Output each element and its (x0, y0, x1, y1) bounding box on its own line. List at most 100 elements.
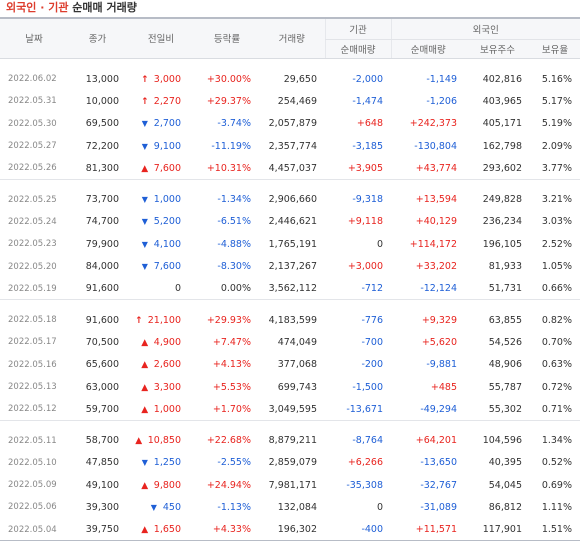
arrow-up-icon: ▲ (141, 525, 149, 536)
cell-inst-net: -712 (361, 283, 383, 295)
change-value: 450 (162, 501, 181, 513)
header-foreign-net: 순매매량 (390, 39, 465, 59)
change-value: 5,200 (153, 216, 181, 228)
cell-date: 2022.05.17 (8, 337, 57, 348)
cell-inst-net: +648 (356, 118, 383, 130)
cell-inst-net: -9,318 (352, 194, 383, 206)
table-row: 2022.06.02 13,000 ↑ 3,000 +30.00% 29,650 -2,0… (0, 68, 580, 90)
cell-foreign-holding: 196,105 (482, 238, 522, 250)
cell-close: 39,750 (68, 518, 127, 541)
cell-date: 2022.05.09 (8, 480, 57, 491)
cell-close: 65,600 (85, 359, 119, 371)
cell-inst-net: -35,308 (346, 479, 383, 491)
cell-foreign-net: -49,294 (420, 403, 457, 415)
cell-foreign-ratio: 0.72% (541, 381, 573, 393)
table-body: 2022.06.02 13,000 ↑ 3,000 +30.00% 29,650 -2,0… (0, 58, 580, 541)
header-inst-net: 순매매량 (324, 39, 391, 59)
cell-foreign-net: +242,373 (409, 118, 457, 130)
cell-close: 39,300 (85, 501, 119, 513)
cell-rate: -8.30% (217, 261, 251, 273)
cell-foreign-ratio: 5.19% (541, 118, 573, 130)
cell-change: 0 (127, 278, 195, 300)
table-row: 2022.05.18 91,600 ↑ 21,100 +29.93% 4,183,599… (0, 309, 580, 331)
table-row: 2022.05.20 84,000 ▼ 7,600 -8.30% 2,137,267 +3… (0, 255, 580, 277)
cell-foreign-net: +114,172 (409, 238, 457, 250)
change-value: 1,000 (153, 194, 181, 206)
cell-inst-net: +3,000 (347, 261, 383, 273)
cell-change: ▼ 4,100 (127, 233, 195, 255)
cell-volume: 3,049,595 (268, 403, 317, 415)
header-volume: 거래량 (259, 17, 325, 59)
cell-rate: -4.88% (217, 238, 251, 250)
cell-foreign-ratio: 1.51% (530, 518, 580, 541)
cell-rate: -6.51% (217, 216, 251, 228)
cell-change: ▲ 1,000 (127, 398, 195, 420)
cell-volume: 7,981,171 (268, 479, 317, 491)
title-investors: 외국인 · 기관 (6, 1, 69, 14)
table-row: 2022.05.24 74,700 ▼ 5,200 -6.51% 2,446,621 +9… (0, 211, 580, 233)
header-institution: 기관 (324, 17, 391, 40)
cell-foreign-ratio: 1.11% (541, 501, 573, 513)
cell-change: ▼ 450 (127, 496, 195, 518)
arrow-down-icon: ▼ (141, 239, 148, 249)
cell-date: 2022.05.23 (8, 239, 57, 250)
cell-foreign-holding: 405,171 (482, 118, 522, 130)
cell-foreign-net: -9,881 (426, 359, 457, 371)
cell-rate: -11.19% (211, 140, 251, 152)
change-value: 1,000 (153, 403, 181, 415)
cell-date: 2022.05.20 (8, 261, 57, 272)
table-row: 2022.05.17 70,500 ▲ 4,900 +7.47% 474,049 -700… (0, 331, 580, 353)
cell-date: 2022.05.06 (8, 502, 57, 513)
cell-rate: 0.00% (220, 283, 251, 295)
change-value: 1,650 (153, 524, 181, 536)
arrow-up-icon: ▲ (141, 480, 149, 491)
table-row: 2022.05.26 81,300 ▲ 7,600 +10.31% 4,457,037 +… (0, 157, 580, 179)
arrow-up-icon: ▲ (135, 436, 143, 447)
cell-foreign-net: -12,124 (420, 283, 457, 295)
cell-close: 73,700 (85, 194, 119, 206)
group-separator (0, 299, 580, 309)
cell-close: 91,600 (85, 283, 119, 295)
cell-rate: +4.13% (212, 359, 251, 371)
cell-date: 2022.05.18 (8, 315, 57, 326)
cell-volume: 474,049 (277, 336, 317, 348)
cell-date: 2022.05.19 (8, 283, 57, 294)
cell-volume: 2,859,079 (268, 457, 317, 469)
cell-date: 2022.05.16 (8, 359, 57, 370)
cell-rate: -1.13% (217, 501, 251, 513)
header-change: 전일비 (127, 17, 195, 59)
cell-close: 84,000 (85, 261, 119, 273)
change-value: 7,600 (153, 162, 181, 174)
cell-foreign-holding: 86,812 (488, 501, 522, 513)
cell-change: ▲ 10,850 (127, 429, 195, 451)
cell-volume: 377,068 (277, 359, 317, 371)
cell-rate: -2.55% (217, 457, 251, 469)
header-close: 종가 (68, 17, 127, 59)
change-value: 7,600 (153, 261, 181, 273)
cell-inst-net: -13,671 (346, 403, 383, 415)
cell-close: 47,850 (85, 457, 119, 469)
cell-volume: 1,765,191 (268, 238, 317, 250)
cell-inst-net: -3,185 (352, 140, 383, 152)
cell-date: 2022.05.04 (0, 518, 68, 541)
cell-volume: 2,137,267 (268, 261, 317, 273)
cell-foreign-holding: 55,302 (488, 403, 522, 415)
cell-volume: 196,302 (259, 518, 325, 541)
table-row: 2022.05.23 79,900 ▼ 4,100 -4.88% 1,765,191 0 +… (0, 233, 580, 255)
cell-inst-net: -8,764 (352, 435, 383, 447)
cell-foreign-holding: 104,596 (482, 435, 522, 447)
cell-close: 91,600 (85, 314, 119, 326)
cell-change: ▲ 2,600 (127, 354, 195, 376)
cell-rate: +4.33% (195, 518, 259, 541)
arrow-up-icon: ▲ (141, 360, 149, 371)
cell-foreign-ratio: 0.69% (541, 479, 573, 491)
cell-change: ▲ 3,300 (127, 376, 195, 398)
cell-foreign-holding: 40,395 (488, 457, 522, 469)
arrow-down-icon: ▼ (141, 458, 148, 468)
cell-volume: 2,357,774 (268, 140, 317, 152)
table-row: 2022.05.04 39,750 ▲ 1,650 +4.33% 196,302 -400… (0, 518, 580, 541)
cell-change: ↑ 2,270 (127, 90, 195, 112)
cell-foreign-net: +5,620 (421, 336, 457, 348)
change-value: 4,100 (153, 238, 181, 250)
cell-change: ▲ 1,650 (127, 518, 195, 541)
